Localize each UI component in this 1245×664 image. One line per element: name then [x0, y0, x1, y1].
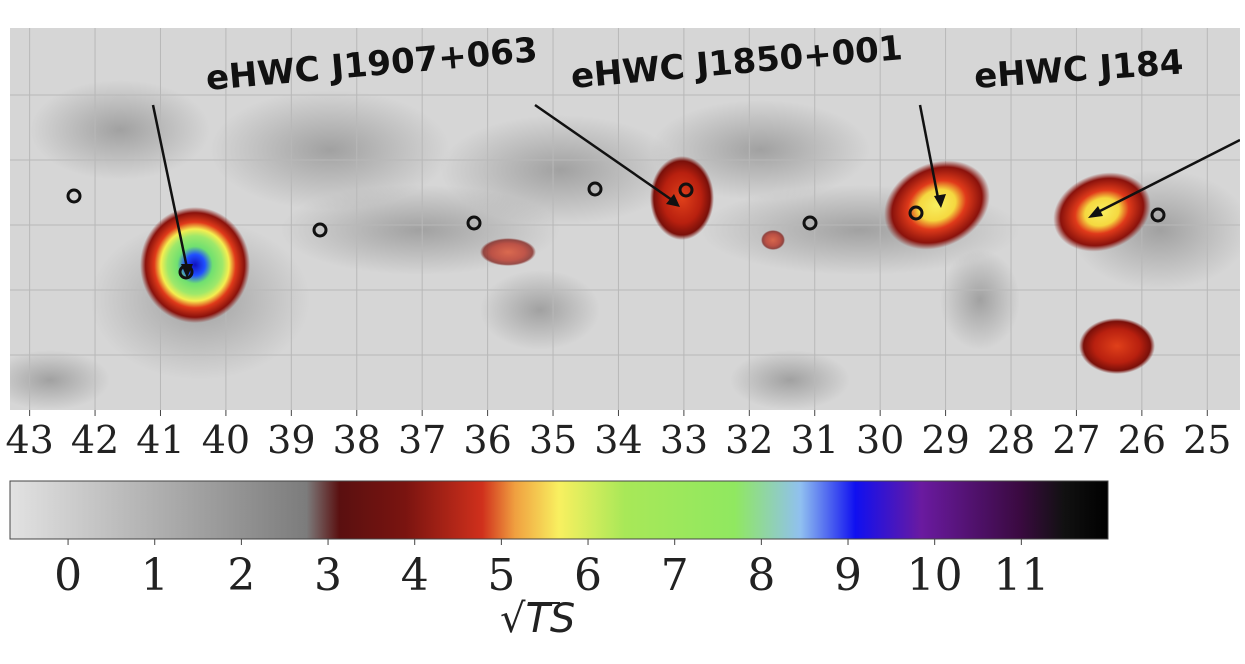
colorbar-tick-label: 1 [141, 550, 169, 601]
arrow [918, 104, 940, 199]
colorbar-tick-label: 3 [314, 550, 342, 601]
marker [312, 222, 328, 238]
source-blob [1053, 172, 1151, 252]
x-tick-label: 40 [202, 418, 250, 462]
x-tick-label: 26 [1118, 418, 1166, 462]
x-tick-label: 27 [1052, 418, 1100, 462]
colorbar-tick-label: 9 [834, 550, 862, 601]
colorbar-tick-label: 4 [401, 550, 429, 601]
arrow [1097, 138, 1240, 214]
colorbar [9, 480, 1109, 540]
source-blob [480, 238, 536, 266]
arrowheads [181, 194, 1103, 278]
x-tick-label: 37 [398, 418, 446, 462]
arrowhead [181, 264, 193, 278]
x-tick-label: 41 [136, 418, 184, 462]
x-tick-label: 28 [987, 418, 1035, 462]
arrowhead [1088, 206, 1103, 218]
sky-map [10, 28, 1240, 410]
x-tick-label: 42 [71, 418, 119, 462]
arrowhead [666, 194, 680, 207]
x-tick-label: 31 [791, 418, 839, 462]
colorbar-tick-label: 6 [574, 550, 602, 601]
colorbar-tick-label: 7 [661, 550, 689, 601]
colorbar-tick-label: 10 [907, 550, 963, 601]
x-tick-label: 29 [921, 418, 969, 462]
arrows [151, 103, 1240, 269]
colorbar-tick-label: 8 [747, 550, 775, 601]
x-tick-label: 43 [5, 418, 53, 462]
marker [66, 188, 82, 204]
x-tick-label: 30 [856, 418, 904, 462]
source-blob [761, 230, 785, 250]
arrow [151, 104, 189, 269]
marker [908, 205, 924, 221]
x-tick-label: 39 [267, 418, 315, 462]
sources [140, 156, 1155, 374]
x-tick-label: 32 [725, 418, 773, 462]
marker [678, 182, 694, 198]
x-tick-label: 38 [333, 418, 381, 462]
source-blob [140, 207, 250, 323]
marker [587, 181, 603, 197]
source-blob [1079, 318, 1155, 374]
arrow [534, 103, 673, 202]
arrowhead [934, 194, 946, 208]
source-blob [650, 156, 714, 240]
marker [802, 215, 818, 231]
marker [466, 215, 482, 231]
colorbar-tick-label: 0 [54, 550, 82, 601]
x-tick-label: 35 [529, 418, 577, 462]
colorbar-tick-label: 11 [993, 550, 1049, 601]
marker [1150, 207, 1166, 223]
colorbar-tick-label: 5 [487, 550, 515, 601]
source-blob [884, 160, 990, 250]
x-tick-label: 25 [1183, 418, 1231, 462]
colorbar-tick-label: 2 [227, 550, 255, 601]
x-tick-label: 33 [660, 418, 708, 462]
x-tick-label: 36 [463, 418, 511, 462]
x-tick-label: 34 [594, 418, 642, 462]
